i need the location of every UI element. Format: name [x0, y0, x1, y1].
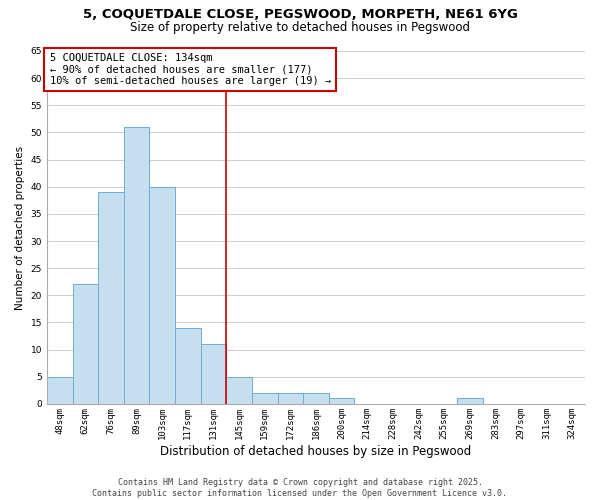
- Bar: [329, 398, 355, 404]
- Bar: [457, 398, 482, 404]
- Bar: [200, 344, 226, 404]
- Bar: [149, 186, 175, 404]
- Text: 5 COQUETDALE CLOSE: 134sqm
← 90% of detached houses are smaller (177)
10% of sem: 5 COQUETDALE CLOSE: 134sqm ← 90% of deta…: [50, 53, 331, 86]
- Bar: [226, 377, 252, 404]
- Text: Contains HM Land Registry data © Crown copyright and database right 2025.
Contai: Contains HM Land Registry data © Crown c…: [92, 478, 508, 498]
- X-axis label: Distribution of detached houses by size in Pegswood: Distribution of detached houses by size …: [160, 444, 472, 458]
- Text: 5, COQUETDALE CLOSE, PEGSWOOD, MORPETH, NE61 6YG: 5, COQUETDALE CLOSE, PEGSWOOD, MORPETH, …: [83, 8, 517, 20]
- Bar: [252, 393, 278, 404]
- Y-axis label: Number of detached properties: Number of detached properties: [15, 146, 25, 310]
- Bar: [278, 393, 303, 404]
- Bar: [303, 393, 329, 404]
- Text: Size of property relative to detached houses in Pegswood: Size of property relative to detached ho…: [130, 21, 470, 34]
- Bar: [47, 377, 73, 404]
- Bar: [124, 127, 149, 404]
- Bar: [98, 192, 124, 404]
- Bar: [175, 328, 200, 404]
- Bar: [73, 284, 98, 404]
